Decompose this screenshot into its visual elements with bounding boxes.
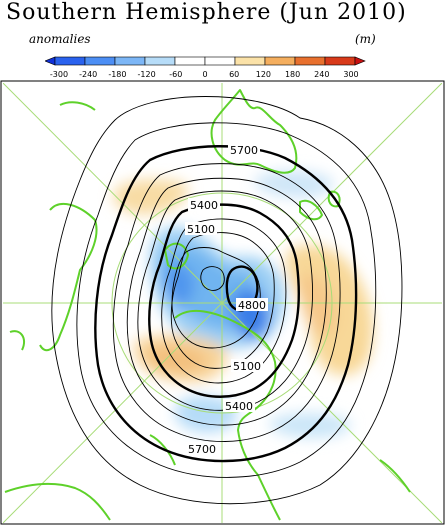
colorbar-tick-label: -120 [138,70,156,79]
colorbar-unit-label: (m) [355,32,376,46]
colorbar-tick-label: 120 [256,70,271,79]
contour-label-4800: 4800 [238,299,266,312]
colorbar-tick-label: 0 [202,70,207,79]
colorbar-segment [114,56,146,66]
colorbar-tick-label: 240 [314,70,329,79]
contour-label-5100-top: 5100 [187,223,215,236]
contour-lines [51,96,403,505]
colorbar-segment [264,56,296,66]
colorbar-segment [234,56,266,66]
contour-label-5700-top: 5700 [230,144,258,157]
colorbar-segment [144,56,176,66]
colorbar-tick-label: 60 [229,70,239,79]
contour-label-5400-bottom: 5400 [225,400,253,413]
contour-label-5700-bottom: 5700 [188,443,216,456]
colorbar-segment [324,56,356,66]
colorbar-segment [174,56,206,66]
colorbar-tick-label: 300 [343,70,358,79]
colorbar-segment [84,56,116,66]
colorbar-segment [54,56,86,66]
colorbar-right-arrow [354,56,366,66]
colorbar-segment [294,56,326,66]
map-title: Southern Hemisphere (Jun 2010) [6,0,407,25]
contour-label-5100-bottom: 5100 [233,360,261,373]
contour-label-5400-top: 5400 [190,199,218,212]
colorbar-tick-label: -60 [169,70,182,79]
colorbar-left-arrow [45,56,56,66]
map-panel: 5700 5400 5100 4800 5100 5400 5700 [0,80,445,525]
colorbar-tick-label: -180 [108,70,126,79]
graticule-lines [3,83,442,523]
colorbar-tick-label: -240 [79,70,97,79]
colorbar-tick-label: 180 [285,70,300,79]
colorbar-tick-label: -300 [50,70,68,79]
colorbar: -300 -240 -180 -120 -60 0 60 120 180 240 300 [45,56,366,79]
anomaly-shading [113,170,374,439]
colorbar-segment [204,56,236,66]
colorbar-left-label: anomalies [29,32,91,46]
